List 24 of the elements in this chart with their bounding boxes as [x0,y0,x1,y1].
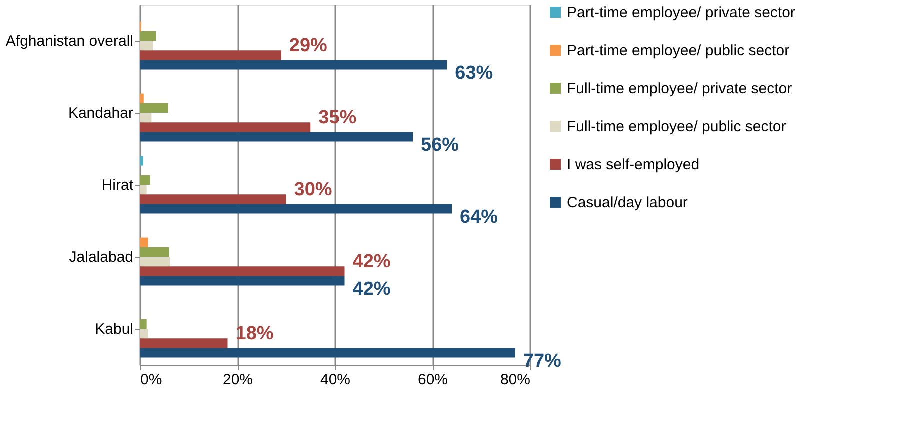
y-tick-label: Hirat [102,177,134,194]
data-label: 56% [421,135,460,156]
y-tick-label: Jalalabad [69,249,134,266]
y-tick-label: Kabul [95,321,134,338]
y-tick-label: Afghanistan overall [6,33,134,50]
x-tick-label: 40% [320,372,351,388]
data-label: 29% [289,35,328,56]
data-label: 77% [523,351,562,372]
legend-label: Part-time employee/ public sector [567,42,790,60]
legend-label: I was self-employed [567,156,700,174]
data-label: 64% [460,207,498,228]
x-tick-label: 80% [500,372,530,388]
legend-label: Part-time employee/ private sector [567,4,796,22]
legend-label: Full-time employee/ public sector [567,118,786,136]
data-label: 42% [352,251,391,272]
x-tick-label: 20% [222,372,254,388]
data-label: 30% [294,179,332,200]
x-tick-label: 60% [418,372,448,388]
legend-label: Full-time employee/ private sector [567,80,792,98]
data-label: 42% [352,279,391,300]
x-tick-label: 0% [140,372,162,388]
legend-label: Casual/day labour [567,194,688,212]
y-tick-label: Kandahar [68,105,134,122]
data-label: 63% [455,63,494,84]
